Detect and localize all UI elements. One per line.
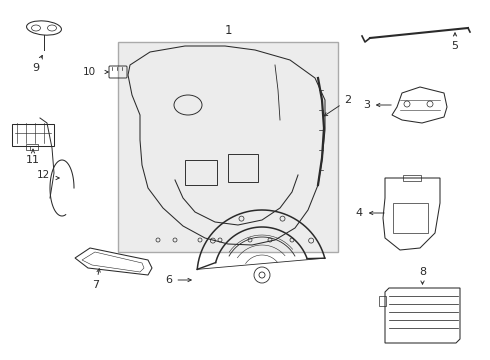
Text: 12: 12 xyxy=(37,170,50,180)
Bar xyxy=(118,42,338,252)
Text: 4: 4 xyxy=(356,208,384,218)
Text: 5: 5 xyxy=(451,33,459,51)
Bar xyxy=(185,160,217,185)
Text: 10: 10 xyxy=(83,67,96,77)
Bar xyxy=(403,175,421,181)
Text: 1: 1 xyxy=(224,23,232,36)
Text: 3: 3 xyxy=(363,100,391,110)
Bar xyxy=(379,296,386,306)
Text: 6: 6 xyxy=(166,275,191,285)
Text: 8: 8 xyxy=(419,267,426,284)
Text: 9: 9 xyxy=(32,55,42,73)
Text: 2: 2 xyxy=(324,95,351,116)
Text: 7: 7 xyxy=(93,269,100,290)
Bar xyxy=(228,154,258,182)
Bar xyxy=(12,124,54,146)
Bar xyxy=(393,203,428,233)
Bar xyxy=(26,144,38,150)
Text: 11: 11 xyxy=(26,149,40,165)
